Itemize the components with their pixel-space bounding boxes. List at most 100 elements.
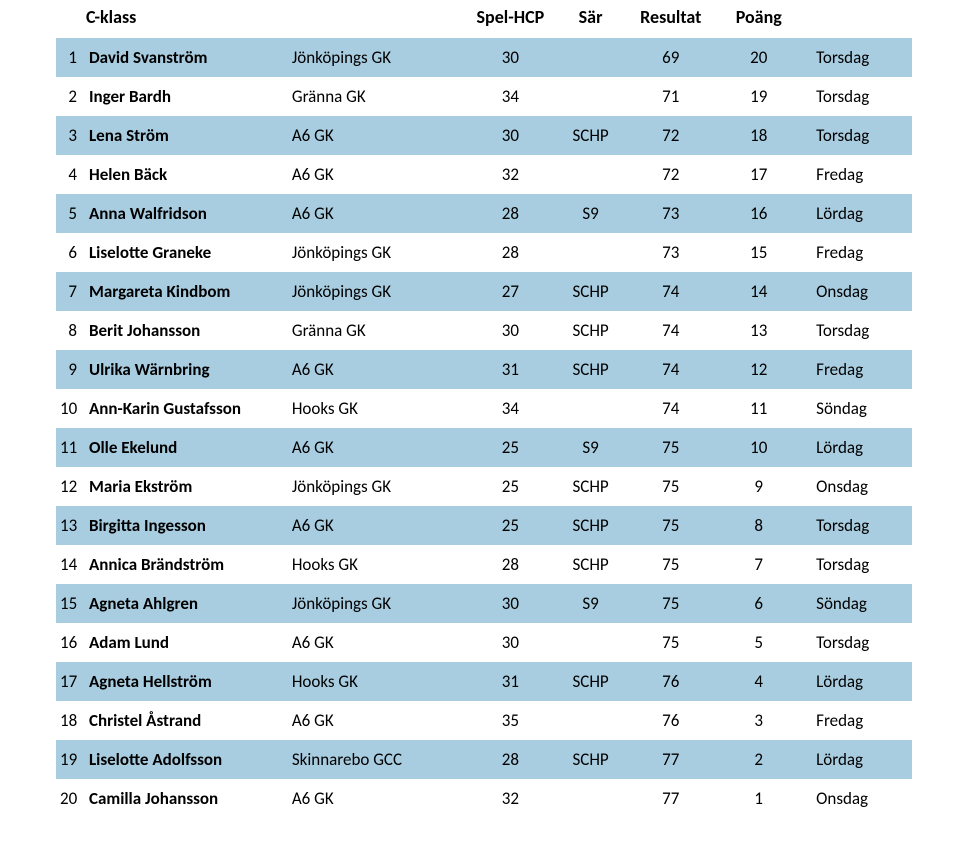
cell-pts: 19 xyxy=(717,77,800,116)
table-row: 18Christel ÅstrandA6 GK35763Fredag xyxy=(56,701,912,740)
cell-hcp: 30 xyxy=(464,623,557,662)
cell-club: Jönköpings GK xyxy=(288,233,464,272)
cell-rank: 14 xyxy=(56,545,85,584)
cell-res: 75 xyxy=(624,545,717,584)
cell-club: A6 GK xyxy=(288,155,464,194)
cell-pts: 14 xyxy=(717,272,800,311)
cell-hcp: 35 xyxy=(464,701,557,740)
cell-name: Olle Ekelund xyxy=(85,428,288,467)
cell-day: Torsdag xyxy=(800,38,912,77)
cell-pts: 11 xyxy=(717,389,800,428)
cell-day: Lördag xyxy=(800,740,912,779)
cell-club: Gränna GK xyxy=(288,311,464,350)
cell-name: Birgitta Ingesson xyxy=(85,506,288,545)
cell-sar: SCHP xyxy=(557,545,624,584)
cell-sar xyxy=(557,779,624,818)
cell-name: Liselotte Adolfsson xyxy=(85,740,288,779)
cell-rank: 10 xyxy=(56,389,85,428)
table-row: 19Liselotte AdolfssonSkinnarebo GCC28SCH… xyxy=(56,740,912,779)
cell-day: Fredag xyxy=(800,233,912,272)
col-poang: Poäng xyxy=(717,0,800,38)
table-row: 12Maria EkströmJönköpings GK25SCHP759Ons… xyxy=(56,467,912,506)
cell-club: Jönköpings GK xyxy=(288,584,464,623)
cell-pts: 15 xyxy=(717,233,800,272)
cell-name: Helen Bäck xyxy=(85,155,288,194)
cell-day: Torsdag xyxy=(800,311,912,350)
cell-res: 74 xyxy=(624,350,717,389)
cell-sar xyxy=(557,623,624,662)
table-row: 16Adam LundA6 GK30755Torsdag xyxy=(56,623,912,662)
cell-res: 74 xyxy=(624,389,717,428)
cell-sar: SCHP xyxy=(557,467,624,506)
cell-res: 73 xyxy=(624,233,717,272)
cell-rank: 4 xyxy=(56,155,85,194)
cell-hcp: 30 xyxy=(464,116,557,155)
cell-club: Skinnarebo GCC xyxy=(288,740,464,779)
cell-pts: 4 xyxy=(717,662,800,701)
cell-day: Söndag xyxy=(800,584,912,623)
cell-club: Jönköpings GK xyxy=(288,467,464,506)
cell-day: Söndag xyxy=(800,389,912,428)
cell-hcp: 30 xyxy=(464,38,557,77)
cell-res: 73 xyxy=(624,194,717,233)
cell-day: Torsdag xyxy=(800,77,912,116)
cell-club: A6 GK xyxy=(288,428,464,467)
cell-sar: SCHP xyxy=(557,350,624,389)
cell-pts: 10 xyxy=(717,428,800,467)
cell-hcp: 32 xyxy=(464,155,557,194)
cell-day: Lördag xyxy=(800,428,912,467)
cell-rank: 19 xyxy=(56,740,85,779)
cell-rank: 16 xyxy=(56,623,85,662)
cell-club: A6 GK xyxy=(288,194,464,233)
cell-name: Inger Bardh xyxy=(85,77,288,116)
table-row: 13Birgitta IngessonA6 GK25SCHP758Torsdag xyxy=(56,506,912,545)
table-row: 3Lena StrömA6 GK30SCHP7218Torsdag xyxy=(56,116,912,155)
cell-hcp: 28 xyxy=(464,545,557,584)
cell-name: Lena Ström xyxy=(85,116,288,155)
cell-name: Anna Walfridson xyxy=(85,194,288,233)
table-row: 2Inger BardhGränna GK347119Torsdag xyxy=(56,77,912,116)
cell-club: Gränna GK xyxy=(288,77,464,116)
cell-name: Christel Åstrand xyxy=(85,701,288,740)
cell-res: 72 xyxy=(624,155,717,194)
cell-rank: 9 xyxy=(56,350,85,389)
cell-sar xyxy=(557,233,624,272)
cell-hcp: 28 xyxy=(464,233,557,272)
cell-pts: 13 xyxy=(717,311,800,350)
cell-res: 74 xyxy=(624,311,717,350)
cell-rank: 13 xyxy=(56,506,85,545)
cell-hcp: 34 xyxy=(464,77,557,116)
cell-sar: S9 xyxy=(557,584,624,623)
cell-hcp: 28 xyxy=(464,740,557,779)
cell-res: 75 xyxy=(624,623,717,662)
cell-rank: 7 xyxy=(56,272,85,311)
cell-res: 75 xyxy=(624,506,717,545)
table-row: 9Ulrika WärnbringA6 GK31SCHP7412Fredag xyxy=(56,350,912,389)
cell-rank: 11 xyxy=(56,428,85,467)
cell-sar: S9 xyxy=(557,194,624,233)
cell-pts: 17 xyxy=(717,155,800,194)
table-row: 8Berit JohanssonGränna GK30SCHP7413Torsd… xyxy=(56,311,912,350)
cell-res: 77 xyxy=(624,779,717,818)
cell-club: Jönköpings GK xyxy=(288,38,464,77)
cell-name: David Svanström xyxy=(85,38,288,77)
cell-day: Onsdag xyxy=(800,779,912,818)
col-klass: C-klass xyxy=(56,0,288,38)
cell-rank: 18 xyxy=(56,701,85,740)
cell-sar: SCHP xyxy=(557,506,624,545)
cell-day: Torsdag xyxy=(800,545,912,584)
cell-day: Onsdag xyxy=(800,272,912,311)
cell-hcp: 32 xyxy=(464,779,557,818)
cell-rank: 15 xyxy=(56,584,85,623)
cell-res: 72 xyxy=(624,116,717,155)
cell-sar: SCHP xyxy=(557,116,624,155)
cell-hcp: 25 xyxy=(464,467,557,506)
cell-sar xyxy=(557,38,624,77)
cell-res: 71 xyxy=(624,77,717,116)
cell-day: Torsdag xyxy=(800,116,912,155)
cell-hcp: 25 xyxy=(464,506,557,545)
cell-day: Fredag xyxy=(800,155,912,194)
cell-name: Margareta Kindbom xyxy=(85,272,288,311)
cell-day: Fredag xyxy=(800,350,912,389)
table-row: 20Camilla JohanssonA6 GK32771Onsdag xyxy=(56,779,912,818)
